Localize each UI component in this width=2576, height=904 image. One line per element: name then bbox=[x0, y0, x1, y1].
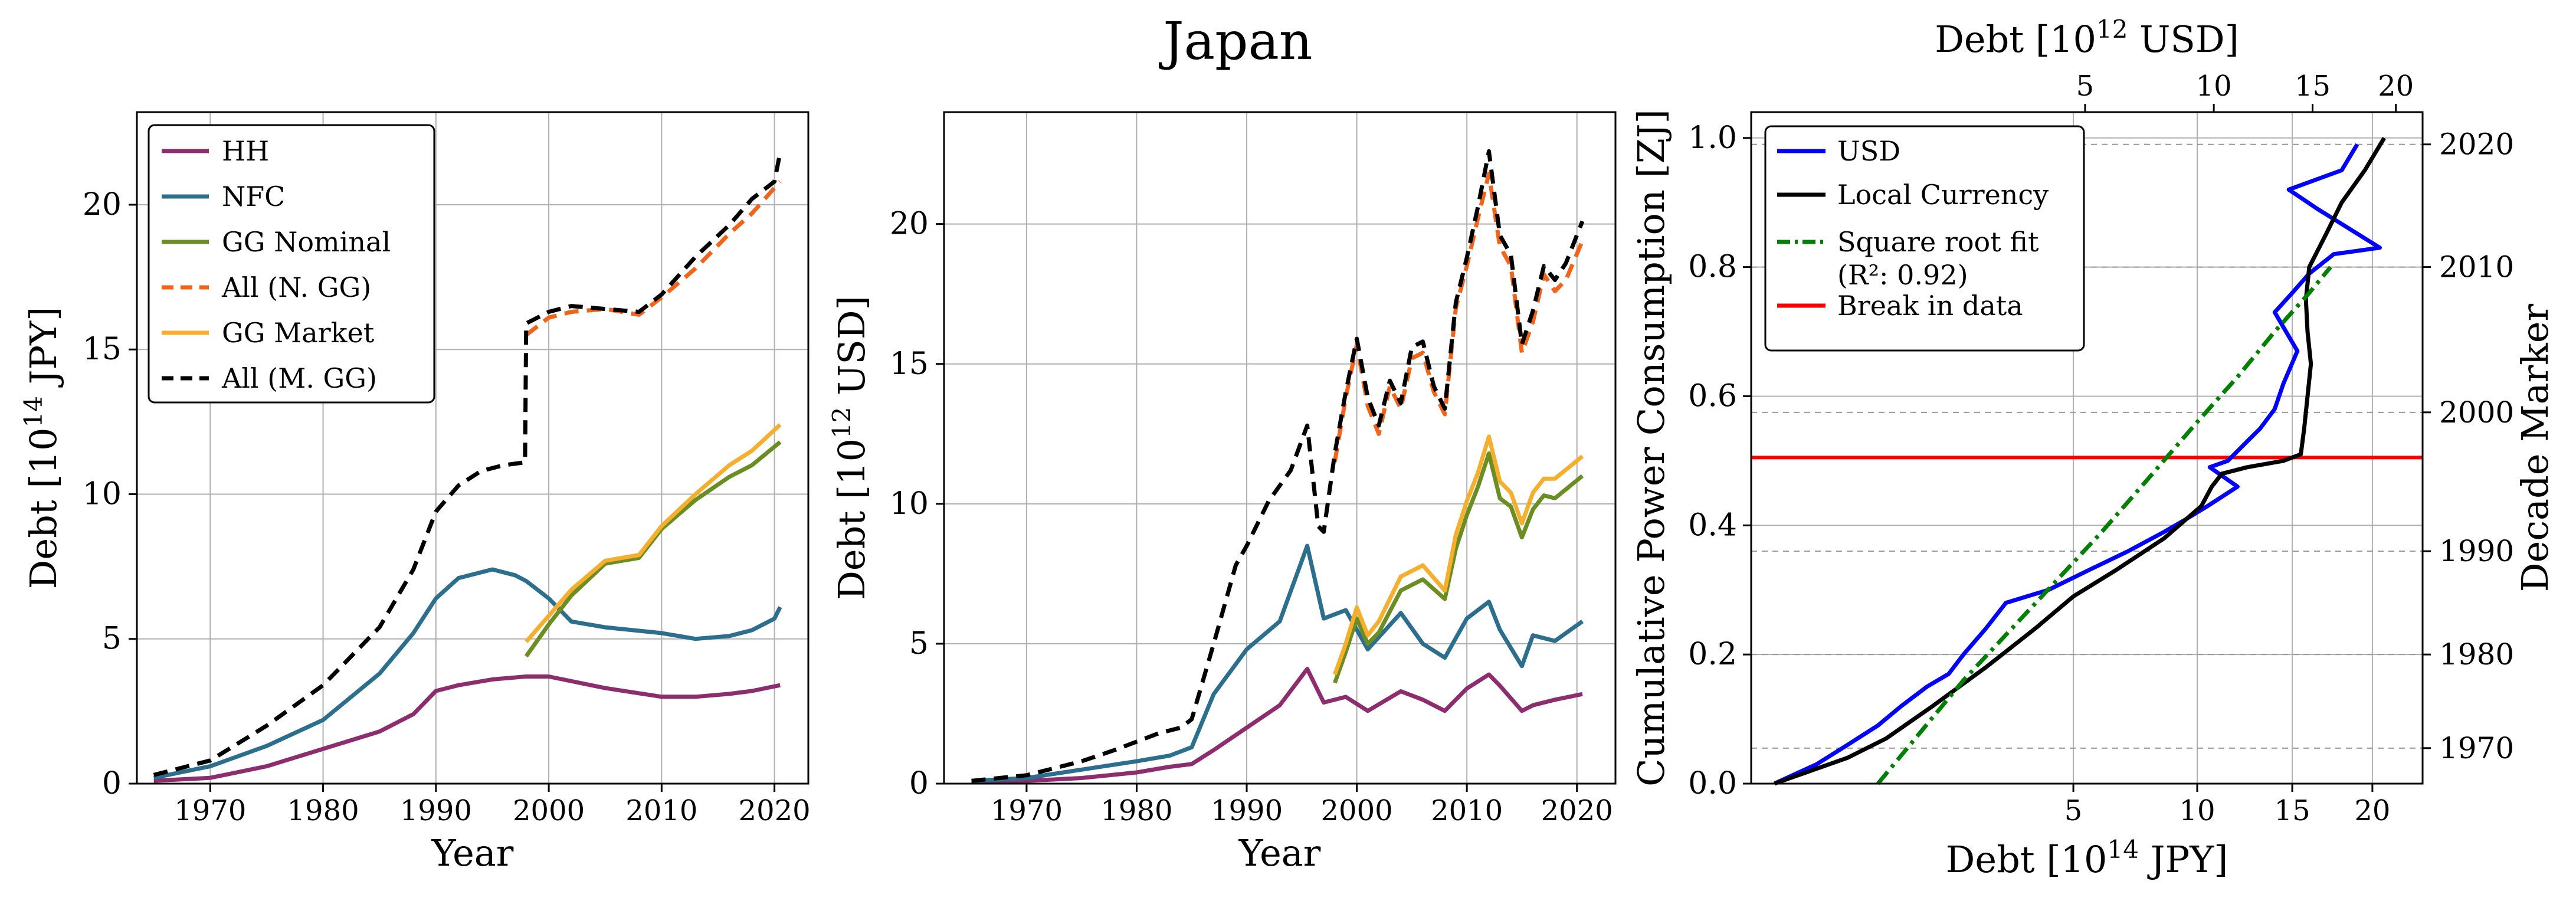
panel-usd-frame bbox=[943, 111, 1617, 785]
y-tick-label: 10 bbox=[83, 476, 122, 512]
y-tick-label: 20 bbox=[83, 187, 122, 222]
legend-box bbox=[1764, 125, 2085, 352]
x-tick-label: 5 bbox=[2064, 794, 2083, 827]
legend-label: Break in data bbox=[1837, 290, 2023, 322]
panel-jpy-debt: 1970 1980 1990 2000 2010 2020 0 5 10 15 20 Year De… bbox=[19, 111, 811, 874]
panel-power-legend: USD Local Currency Square root fit(R²: 0.9… bbox=[1764, 125, 2085, 352]
figure-title: Japan bbox=[1158, 11, 1312, 71]
decade-marker-label: 1970 bbox=[2439, 731, 2514, 765]
x-tick-label: 1970 bbox=[991, 794, 1063, 827]
x-tick-label: 1980 bbox=[1100, 794, 1172, 827]
y-tick-label: 5 bbox=[909, 626, 929, 661]
top-x-tick-label: 10 bbox=[2196, 70, 2232, 103]
panel-jpy-frame bbox=[136, 111, 809, 785]
series-line-alln bbox=[525, 180, 782, 337]
legend-label: HH bbox=[222, 135, 269, 167]
y-tick-label: 15 bbox=[83, 332, 122, 367]
x-tick-label: 1990 bbox=[400, 794, 472, 827]
legend-label: GG Nominal bbox=[222, 226, 391, 258]
series-line-allm bbox=[971, 149, 1585, 783]
x-tick-label: 2020 bbox=[1541, 794, 1613, 827]
y-tick-label: 0 bbox=[102, 766, 122, 801]
panel-power-top-xlabel: Debt [1012 USD] bbox=[1935, 15, 2239, 61]
x-tick-label: 1980 bbox=[287, 794, 359, 827]
x-tick-label: 10 bbox=[2179, 794, 2215, 827]
legend-label: GG Market bbox=[222, 317, 375, 349]
x-tick-label: 2010 bbox=[1431, 794, 1503, 827]
y-tick-label: 0.8 bbox=[1688, 250, 1737, 285]
decade-marker-label: 2010 bbox=[2439, 250, 2514, 284]
series-line-alln bbox=[1332, 171, 1585, 463]
series-line-local bbox=[1774, 136, 2386, 786]
y-tick-label: 0.0 bbox=[1688, 766, 1737, 801]
series-line-usd bbox=[1773, 143, 2382, 786]
top-x-tick-label: 5 bbox=[2076, 70, 2095, 103]
legend-label: (R²: 0.92) bbox=[1837, 259, 1968, 291]
decade-marker-label: 2020 bbox=[2439, 127, 2514, 162]
y-tick-label: 0 bbox=[909, 766, 929, 801]
series-line-nfc bbox=[971, 543, 1584, 783]
y-tick-label: 0.2 bbox=[1688, 637, 1737, 672]
panel-jpy-xlabel: Year bbox=[431, 831, 514, 874]
y-tick-label: 0.4 bbox=[1688, 507, 1737, 543]
series-line-hh bbox=[153, 674, 781, 783]
panel-jpy-legend: HH NFC GG Nominal All (N. GG) GG Market All (… bbox=[148, 124, 435, 404]
panel-usd-debt: 1970 1980 1990 2000 2010 2020 0 5 10 15 20 Year De… bbox=[827, 111, 1617, 874]
y-tick-label: 5 bbox=[102, 621, 122, 657]
y-tick-label: 10 bbox=[890, 486, 929, 522]
top-x-tick-label: 20 bbox=[2378, 70, 2414, 103]
panel-jpy-ylabel: Debt [1014 JPY] bbox=[19, 307, 65, 589]
legend-label: Local Currency bbox=[1837, 179, 2049, 211]
series-line-ggm bbox=[1333, 434, 1584, 676]
y-tick-label: 15 bbox=[890, 346, 929, 382]
legend-label: USD bbox=[1837, 135, 1900, 167]
legend-box bbox=[148, 124, 435, 404]
series-line-ggm bbox=[525, 423, 782, 643]
panel-power-right-ylabel: Decade Marker bbox=[2513, 304, 2557, 592]
x-tick-label: 2020 bbox=[739, 794, 811, 827]
panel-usd-xlabel: Year bbox=[1238, 831, 1321, 874]
decade-marker-label: 2000 bbox=[2439, 395, 2514, 430]
panel-power-frame bbox=[1750, 111, 2424, 785]
series-line-allm bbox=[153, 152, 782, 777]
panel-usd-ylabel: Debt [1012 USD] bbox=[827, 296, 873, 600]
decade-marker-label: 1990 bbox=[2439, 534, 2514, 568]
legend-label: Square root fit bbox=[1837, 226, 2039, 258]
y-tick-label: 1.0 bbox=[1688, 120, 1737, 156]
series-line-hh bbox=[971, 667, 1583, 785]
series-line-ggn bbox=[1333, 451, 1584, 684]
legend-label: All (M. GG) bbox=[221, 362, 377, 394]
legend-label: All (N. GG) bbox=[221, 271, 371, 303]
x-tick-label: 1990 bbox=[1211, 794, 1283, 827]
series-line-ggn bbox=[524, 440, 782, 658]
y-tick-label: 20 bbox=[890, 207, 929, 242]
x-tick-label: 2010 bbox=[625, 794, 697, 827]
y-tick-label: 0.6 bbox=[1688, 378, 1737, 414]
decade-marker-label: 1980 bbox=[2439, 637, 2514, 672]
panel-power-ylabel: Cumulative Power Consumption [ZJ] bbox=[1630, 109, 1673, 787]
x-tick-label: 20 bbox=[2354, 794, 2390, 827]
x-tick-label: 2000 bbox=[1321, 794, 1393, 827]
panel-power-vs-debt: 5 10 15 20 5 10 15 20 0.0 0.2 0.4 0.6 0.8 1.0 1970 1980… bbox=[1630, 15, 2557, 881]
top-x-tick-label: 15 bbox=[2295, 70, 2331, 103]
x-tick-label: 2000 bbox=[513, 794, 585, 827]
x-tick-label: 15 bbox=[2275, 794, 2310, 827]
series-line-nfc bbox=[153, 567, 782, 780]
x-tick-label: 1970 bbox=[174, 794, 246, 827]
series-line-fit bbox=[1876, 266, 2332, 785]
panel-power-xlabel: Debt [1014 JPY] bbox=[1946, 835, 2228, 881]
legend-label: NFC bbox=[222, 181, 285, 212]
